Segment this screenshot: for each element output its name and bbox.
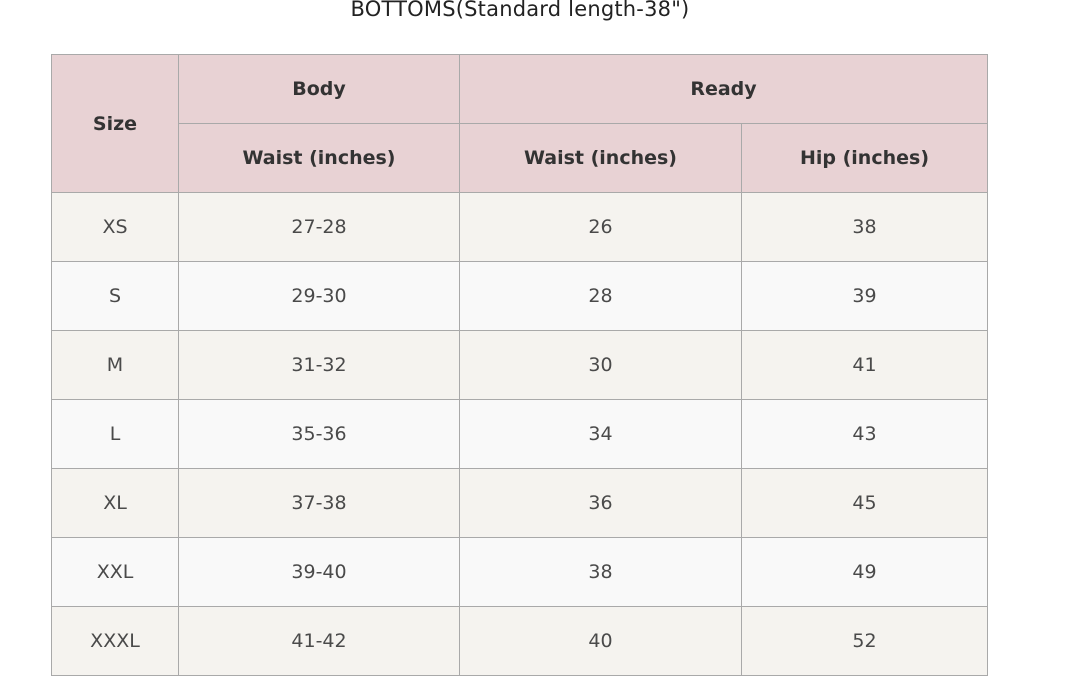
cell-ready-waist: 28 — [459, 261, 742, 331]
table-row: S 29-30 28 39 — [51, 261, 989, 331]
cell-size: M — [51, 330, 179, 400]
cell-ready-hip: 52 — [740, 606, 989, 676]
cell-ready-waist: 36 — [459, 468, 742, 538]
table-row: XXXL 41-42 40 52 — [51, 606, 989, 676]
cell-ready-waist: 26 — [459, 192, 742, 262]
size-chart-table: Size Body Ready Waist (inches) Waist (in… — [51, 54, 989, 676]
cell-size: XL — [51, 468, 179, 538]
table-row: M 31-32 30 41 — [51, 330, 989, 400]
cell-ready-hip: 39 — [740, 261, 989, 331]
cell-body-waist: 39-40 — [178, 537, 460, 607]
cell-size: XXL — [51, 537, 179, 607]
cell-ready-waist: 34 — [459, 399, 742, 469]
table-row: L 35-36 34 43 — [51, 399, 989, 469]
table-row: XXL 39-40 38 49 — [51, 537, 989, 607]
cell-body-waist: 29-30 — [178, 261, 460, 331]
cell-ready-hip: 43 — [740, 399, 989, 469]
header-ready: Ready — [458, 54, 989, 124]
cell-size: L — [51, 399, 179, 469]
table-row: XL 37-38 36 45 — [51, 468, 989, 538]
header-size: Size — [51, 54, 179, 193]
cell-ready-waist: 40 — [459, 606, 742, 676]
header-body-waist: Waist (inches) — [178, 123, 460, 193]
cell-ready-hip: 41 — [740, 330, 989, 400]
cell-ready-hip: 49 — [740, 537, 989, 607]
cell-body-waist: 37-38 — [178, 468, 460, 538]
cell-ready-hip: 38 — [740, 192, 989, 262]
header-ready-waist: Waist (inches) — [459, 123, 742, 193]
cell-body-waist: 35-36 — [178, 399, 460, 469]
cell-body-waist: 31-32 — [178, 330, 460, 400]
table-title: BOTTOMS(Standard length-38") — [350, 0, 690, 21]
cell-body-waist: 41-42 — [178, 606, 460, 676]
cell-size: S — [51, 261, 179, 331]
cell-ready-waist: 38 — [459, 537, 742, 607]
cell-size: XS — [51, 192, 179, 262]
header-body: Body — [178, 54, 460, 124]
header-ready-hip: Hip (inches) — [740, 123, 989, 193]
cell-body-waist: 27-28 — [178, 192, 460, 262]
cell-ready-waist: 30 — [459, 330, 742, 400]
cell-size: XXXL — [51, 606, 179, 676]
cell-ready-hip: 45 — [740, 468, 989, 538]
table-row: XS 27-28 26 38 — [51, 192, 989, 262]
